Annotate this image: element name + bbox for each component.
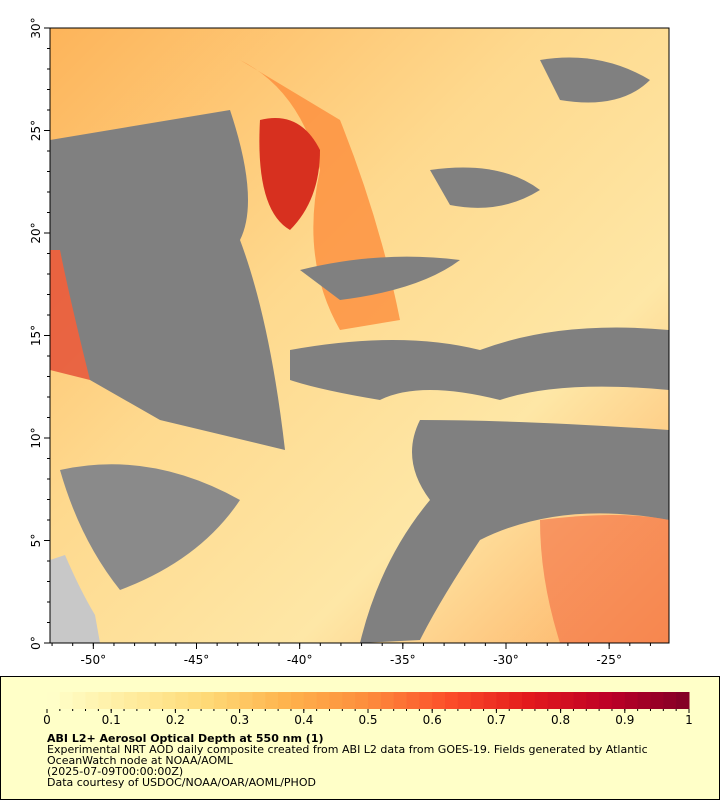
colorbar-cell: [329, 692, 343, 709]
colorbar-cell: [239, 692, 253, 709]
caption-title: ABI L2+ Aerosol Optical Depth at 550 nm …: [47, 732, 324, 745]
colorbar-cell: [201, 692, 215, 709]
colorbar-tick-label: 0.5: [358, 713, 377, 727]
y-tick-label: 10°: [29, 427, 43, 448]
y-tick-label: 30°: [29, 17, 43, 38]
colorbar-cell: [149, 692, 164, 709]
colorbar-cell: [303, 692, 318, 709]
colorbar-tick-label: 0.1: [102, 713, 121, 727]
land: [50, 555, 100, 643]
cloud-patch: [60, 464, 240, 590]
cloud-patch: [300, 256, 460, 300]
colorbar-cell: [188, 692, 202, 709]
colorbar-cell: [290, 692, 305, 709]
colorbar-tick-label: 0: [43, 713, 51, 727]
cloud-patch: [430, 167, 540, 208]
colorbar-cell: [47, 692, 61, 709]
x-tick-label: -40°: [287, 653, 313, 667]
caption-line: Experimental NRT AOD daily composite cre…: [47, 743, 648, 756]
cloud-area: [360, 420, 669, 643]
colorbar-cell: [252, 692, 266, 709]
colorbar-cell: [419, 692, 433, 709]
colorbar-tick-label: 0.2: [166, 713, 185, 727]
colorbar-cell: [85, 692, 99, 709]
caption-line: (2025-07-09T00:00:00Z): [47, 765, 183, 778]
colorbar-cell: [470, 692, 485, 709]
aod-patch: [540, 515, 669, 643]
colorbar-tick-label: 0.9: [615, 713, 634, 727]
y-tick-label: 20°: [29, 222, 43, 243]
colorbar-tick-label: 0.6: [423, 713, 442, 727]
colorbar-cell: [124, 692, 138, 709]
colorbar-tick-label: 0.3: [230, 713, 249, 727]
dust-core: [259, 118, 320, 230]
colorbar-cell: [278, 692, 292, 709]
colorbar-cell: [586, 692, 600, 709]
colorbar-cell: [483, 692, 497, 709]
colorbar-cell: [72, 692, 87, 709]
colorbar-cell: [509, 692, 523, 709]
colorbar-cell: [560, 692, 574, 709]
colorbar-tick-label: 1: [685, 713, 693, 727]
colorbar-tick-label: 0.8: [551, 713, 570, 727]
colorbar-tick-label: 0.7: [487, 713, 506, 727]
y-tick-label: 25°: [29, 120, 43, 141]
y-tick-label: 0°: [29, 636, 43, 650]
colorbar-cell: [432, 692, 446, 709]
colorbar-cell: [599, 692, 613, 709]
colorbar-cell: [393, 692, 408, 709]
colorbar-cell: [368, 692, 382, 709]
colorbar-cell: [342, 692, 356, 709]
colorbar-cell: [136, 692, 151, 709]
colorbar-cell: [496, 692, 510, 709]
colorbar-cell: [59, 692, 74, 709]
colorbar-cell: [98, 692, 112, 709]
colorbar-cell: [226, 692, 241, 709]
colorbar-tick-label: 0.4: [294, 713, 313, 727]
x-tick-label: -45°: [184, 653, 210, 667]
colorbar-cell: [547, 692, 562, 709]
y-tick-label: 5°: [29, 534, 43, 548]
colorbar-cell: [663, 692, 677, 709]
colorbar-cell: [380, 692, 395, 709]
colorbar-cell: [445, 692, 459, 709]
cloud-patch: [540, 57, 650, 103]
colorbar-cell: [175, 692, 189, 709]
caption-line: OceanWatch node at NOAA/AOML: [47, 754, 234, 767]
caption-line: Data courtesy of USDOC/NOAA/OAR/AOML/PHO…: [47, 776, 316, 789]
aod-map: [50, 28, 669, 643]
y-tick-label: 15°: [29, 325, 43, 346]
colorbar-cell: [265, 692, 279, 709]
colorbar-cell: [457, 692, 472, 709]
colorbar-cell: [213, 692, 228, 709]
colorbar-cell: [534, 692, 549, 709]
x-tick-label: -25°: [596, 653, 622, 667]
x-tick-label: -50°: [81, 653, 107, 667]
colorbar-cell: [111, 692, 125, 709]
colorbar-cell: [573, 692, 587, 709]
colorbar-cell: [611, 692, 626, 709]
x-tick-label: -35°: [390, 653, 416, 667]
colorbar-cell: [355, 692, 369, 709]
colorbar-cell: [676, 692, 690, 709]
colorbar-cell: [650, 692, 664, 709]
cloud-area: [50, 110, 285, 450]
x-tick-label: -30°: [493, 653, 519, 667]
colorbar-cell: [522, 692, 536, 709]
colorbar-cell: [637, 692, 651, 709]
colorbar-cell: [406, 692, 420, 709]
cloud-band: [290, 327, 669, 400]
colorbar-cell: [624, 692, 639, 709]
colorbar-cell: [162, 692, 176, 709]
colorbar-cell: [316, 692, 330, 709]
